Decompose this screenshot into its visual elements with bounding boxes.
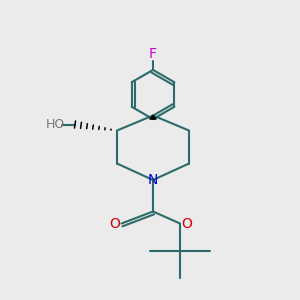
Text: F: F: [149, 47, 157, 61]
Polygon shape: [150, 116, 156, 119]
Text: N: N: [148, 173, 158, 187]
Text: O: O: [110, 217, 120, 230]
Text: HO: HO: [46, 118, 65, 131]
Text: O: O: [181, 217, 192, 230]
